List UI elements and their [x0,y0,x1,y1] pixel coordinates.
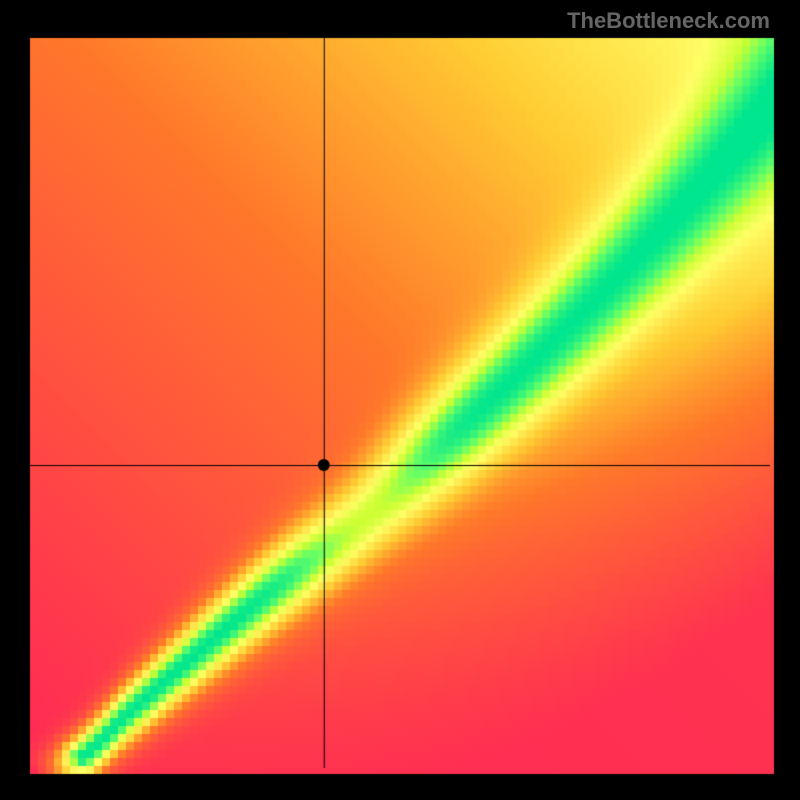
bottleneck-heatmap [0,0,800,800]
watermark-text: TheBottleneck.com [0,8,770,34]
chart-container: TheBottleneck.com [0,0,800,800]
